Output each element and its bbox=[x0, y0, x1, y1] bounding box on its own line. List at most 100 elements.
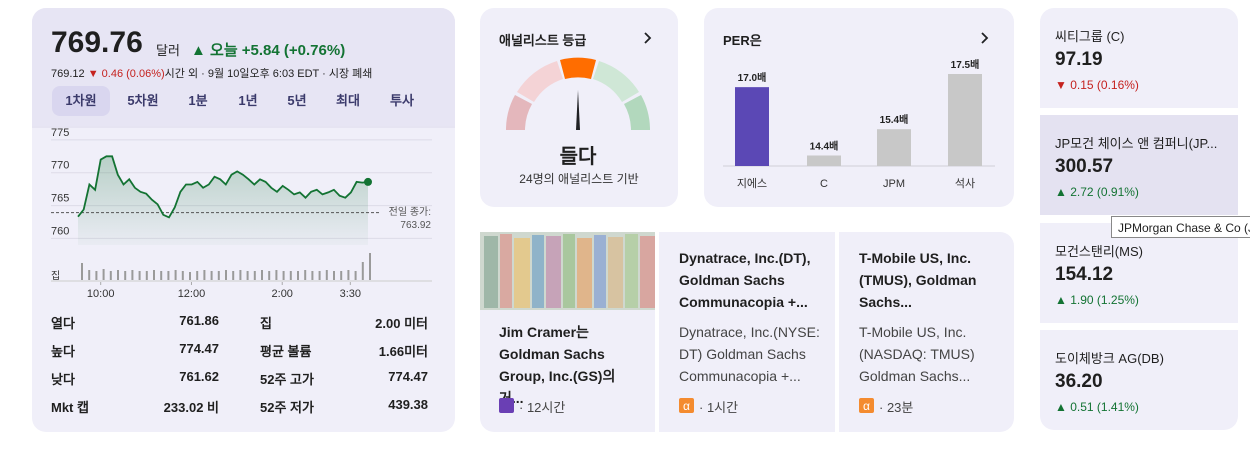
stat-label: 낮다 bbox=[51, 372, 75, 387]
volume-bar bbox=[145, 271, 148, 280]
note bbox=[577, 238, 592, 308]
stat-label: 평균 볼륨 bbox=[260, 344, 312, 359]
note bbox=[532, 235, 544, 308]
volume-bar bbox=[167, 271, 170, 280]
volume-bar bbox=[160, 271, 163, 280]
per-bar bbox=[877, 129, 911, 166]
note bbox=[514, 238, 530, 308]
analyst-basis: 24명의 애널리스트 기반 bbox=[519, 172, 639, 186]
time: · 23분 bbox=[879, 400, 914, 415]
note bbox=[625, 234, 638, 308]
y-tick-label: 775 bbox=[51, 127, 69, 139]
tab[interactable]: 5차원 bbox=[127, 93, 159, 108]
volume-bar bbox=[369, 253, 371, 280]
stat-value: 2.00 미터 bbox=[375, 316, 428, 331]
price-line bbox=[77, 155, 369, 219]
news-image bbox=[480, 232, 655, 310]
peer-card[interactable] bbox=[1040, 223, 1238, 323]
after-hours: 769.12 ▼ 0.46 (0.06%)시간 외 · 9월 10일오후 6:0… bbox=[51, 65, 372, 81]
peer-price: 154.12 bbox=[1055, 264, 1114, 285]
volume-bar bbox=[138, 271, 141, 280]
volume-bar bbox=[232, 271, 235, 280]
previous-close-label: 전일 종가: bbox=[389, 206, 431, 218]
source-icon-glyph: α bbox=[863, 399, 870, 413]
peer-card[interactable] bbox=[1040, 8, 1238, 108]
stat-label: 높다 bbox=[51, 344, 75, 359]
x-tick-label: 2:00 bbox=[272, 288, 293, 300]
stat-label: 집 bbox=[260, 316, 272, 331]
tab[interactable]: 투사 bbox=[390, 93, 414, 108]
tab[interactable]: 5년 bbox=[287, 93, 307, 108]
snippet: T-Mobile US, Inc. (NASDAQ: TMUS) Goldman… bbox=[859, 324, 975, 384]
volume-bar bbox=[189, 272, 191, 280]
volume-label: 집 bbox=[51, 270, 60, 282]
y-tick-label: 765 bbox=[51, 193, 69, 205]
note bbox=[608, 237, 623, 308]
x-tick-label: 12:00 bbox=[178, 288, 206, 300]
x-tick-label: 10:00 bbox=[87, 288, 115, 300]
tab[interactable]: 최대 bbox=[336, 93, 360, 108]
note bbox=[500, 234, 512, 308]
volume-bar bbox=[117, 270, 119, 280]
divider bbox=[835, 232, 839, 432]
tab[interactable]: 1년 bbox=[238, 93, 258, 108]
peer-change: ▲ 1.90 (1.25%) bbox=[1055, 293, 1139, 307]
peer-price: 97.19 bbox=[1055, 49, 1103, 70]
stat-label: 52주 고가 bbox=[260, 372, 314, 387]
volume-bar bbox=[174, 270, 177, 280]
volume-bar bbox=[347, 270, 350, 280]
volume-bar bbox=[253, 271, 256, 280]
peer-change: ▲ 2.72 (0.91%) bbox=[1055, 185, 1139, 199]
volume-bar bbox=[297, 271, 299, 280]
tab[interactable]: 1차원 bbox=[52, 86, 110, 116]
volume-bar bbox=[325, 270, 328, 280]
per-category: C bbox=[820, 178, 828, 190]
peer-card[interactable] bbox=[1040, 115, 1238, 215]
previous-close-value: 763.92 bbox=[400, 220, 431, 231]
peer-name: JP모건 체이스 앤 컴퍼니(JP... bbox=[1055, 136, 1218, 151]
volume-bar bbox=[304, 270, 307, 280]
per-title: PER은 bbox=[723, 33, 762, 48]
gauge-segment bbox=[560, 57, 596, 79]
tab[interactable]: 1분 bbox=[188, 93, 208, 108]
volume-bar bbox=[333, 271, 335, 280]
per-category: JPM bbox=[883, 178, 905, 190]
stat-value: 439.38 bbox=[388, 397, 428, 412]
time: · 1시간 bbox=[699, 400, 739, 415]
change: ▲ 오늘 +5.84 (+0.76%) bbox=[191, 42, 346, 59]
per-category: 석사 bbox=[955, 177, 975, 190]
peer-name: 모건스탠리(MS) bbox=[1055, 244, 1143, 259]
stat-value: 1.66미터 bbox=[378, 344, 428, 359]
headline: Dynatrace, Inc.(DT), Goldman Sachs Commu… bbox=[679, 250, 811, 310]
volume-bar bbox=[124, 271, 127, 280]
note bbox=[563, 234, 575, 308]
tooltip: JPMorgan Chase & Co (JP bbox=[1111, 216, 1250, 238]
peer-name: 씨티그룹 (C) bbox=[1055, 29, 1125, 44]
peer-card[interactable] bbox=[1040, 330, 1238, 430]
headline: T-Mobile US, Inc. (TMUS), Goldman Sachs.… bbox=[859, 250, 977, 310]
area bbox=[78, 156, 368, 245]
per-value-label: 14.4배 bbox=[810, 139, 839, 152]
chevron[interactable] bbox=[644, 32, 652, 44]
volume-bar bbox=[153, 270, 155, 280]
source-icon bbox=[679, 398, 694, 413]
volume-bar bbox=[261, 270, 263, 280]
volume-bar bbox=[131, 270, 134, 280]
volume-bar bbox=[217, 271, 220, 280]
after-hours-text: 시간 외 · 9월 10일오후 6:03 EDT · 시장 폐쇄 bbox=[164, 68, 373, 80]
volume-bar bbox=[81, 263, 83, 280]
stat-value: 761.62 bbox=[179, 369, 219, 384]
volume-bar bbox=[203, 270, 206, 280]
stat-value: 761.86 bbox=[179, 313, 219, 328]
volume-bar bbox=[246, 271, 249, 280]
volume-bar bbox=[109, 271, 112, 280]
volume-bar bbox=[196, 271, 199, 280]
volume-bar bbox=[181, 271, 184, 280]
y-tick-label: 760 bbox=[51, 225, 69, 237]
chevron[interactable] bbox=[981, 32, 989, 44]
stat-label: Mkt 캡 bbox=[51, 400, 89, 415]
source-icon-glyph: α bbox=[683, 399, 690, 413]
stat-value: 233.02 비 bbox=[163, 400, 219, 415]
source-icon bbox=[859, 398, 874, 413]
